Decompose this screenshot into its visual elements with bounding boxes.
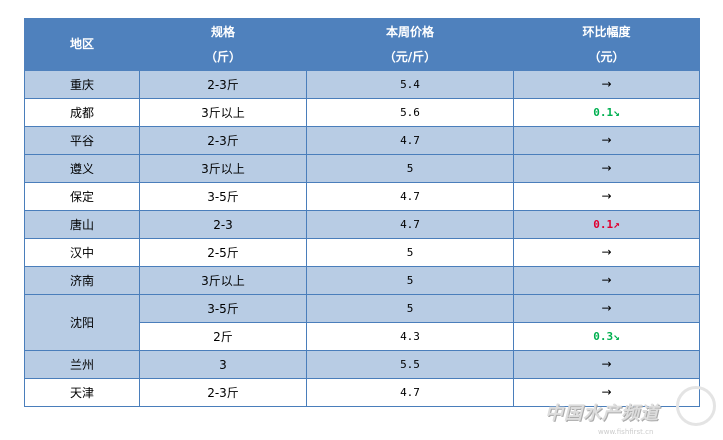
arrow-right-icon: → <box>601 189 612 203</box>
cell-change: 0.1↘ <box>513 98 700 127</box>
header-change: 环比幅度 （元） <box>513 18 700 71</box>
header-region: 地区 <box>24 18 140 71</box>
cell-region: 沈阳 <box>24 294 140 351</box>
cell-region: 唐山 <box>24 210 140 239</box>
table-row: 天津 2-3斤 4.7 → <box>24 378 700 407</box>
header-price-title: 本周价格 <box>385 24 434 39</box>
cell-change: → <box>513 126 700 155</box>
header-price: 本周价格 （元/斤） <box>306 18 514 71</box>
header-change-unit: （元） <box>588 49 625 64</box>
cell-price: 5.4 <box>306 70 514 99</box>
cell-price: 4.7 <box>306 126 514 155</box>
arrow-right-icon: → <box>601 301 612 315</box>
cell-change: → <box>513 350 700 379</box>
cell-spec: 3斤以上 <box>139 154 307 183</box>
cell-region: 重庆 <box>24 70 140 99</box>
header-spec-title: 规格 <box>210 24 235 39</box>
change-value: 0.1 <box>593 106 614 119</box>
arrow-right-icon: → <box>601 357 612 371</box>
table-row: 兰州 3 5.5 → <box>24 350 700 379</box>
arrow-right-icon: → <box>601 77 612 91</box>
cell-change: → <box>513 70 700 99</box>
arrow-right-icon: → <box>601 273 612 287</box>
cell-spec: 2-3斤 <box>139 70 307 99</box>
header-spec-unit: （斤） <box>204 49 241 64</box>
cell-region: 成都 <box>24 98 140 127</box>
table-row: 2斤 4.3 0.3↘ <box>25 322 700 351</box>
arrow-up-right-icon: ↗ <box>613 218 620 231</box>
cell-price: 5 <box>306 238 514 267</box>
table-row: 遵义 3斤以上 5 → <box>24 154 700 183</box>
cell-price: 4.7 <box>306 182 514 211</box>
cell-spec: 3-5斤 <box>139 182 307 211</box>
cell-spec: 3斤以上 <box>139 98 307 127</box>
cell-spec: 2-3斤 <box>139 378 307 407</box>
header-price-unit: （元/斤） <box>383 49 437 64</box>
cell-change: 0.3↘ <box>513 322 700 351</box>
cell-spec: 2斤 <box>139 322 307 351</box>
cell-price: 5 <box>306 266 514 295</box>
arrow-right-icon: → <box>601 385 612 399</box>
cell-spec: 3斤以上 <box>139 266 307 295</box>
price-table: 地区 规格 （斤） 本周价格 （元/斤） 环比幅度 （元） 重庆 2-3斤 5.4 → 成都 3… <box>24 18 700 407</box>
cell-change: → <box>513 182 700 211</box>
cell-spec: 2-3 <box>139 210 307 239</box>
cell-price: 5.6 <box>306 98 514 127</box>
cell-price: 4.3 <box>306 322 514 351</box>
cell-region: 遵义 <box>24 154 140 183</box>
cell-change: 0.1↗ <box>513 210 700 239</box>
cell-price: 4.7 <box>306 378 514 407</box>
cell-change: → <box>513 238 700 267</box>
cell-price: 4.7 <box>306 210 514 239</box>
arrow-down-right-icon: ↘ <box>613 106 620 119</box>
change-value: 0.1 <box>593 218 614 231</box>
header-change-title: 环比幅度 <box>582 24 631 39</box>
table-row: 汉中 2-5斤 5 → <box>24 238 700 267</box>
cell-region: 天津 <box>24 378 140 407</box>
cell-spec: 3-5斤 <box>139 294 307 323</box>
arrow-right-icon: → <box>601 161 612 175</box>
change-value: 0.3 <box>593 330 614 343</box>
cell-price: 5.5 <box>306 350 514 379</box>
table-row: 唐山 2-3 4.7 0.1↗ <box>24 210 700 239</box>
table-row: 沈阳 3-5斤 5 → <box>24 294 700 351</box>
cell-region: 保定 <box>24 182 140 211</box>
cell-spec: 3 <box>139 350 307 379</box>
watermark-url: www.fishfirst.cn <box>598 428 654 436</box>
cell-spec: 2-5斤 <box>139 238 307 267</box>
cell-change: → <box>513 266 700 295</box>
table-row: 重庆 2-3斤 5.4 → <box>24 70 700 99</box>
cell-change: → <box>513 378 700 407</box>
cell-price: 5 <box>306 294 514 323</box>
cell-region: 汉中 <box>24 238 140 267</box>
cell-change: → <box>513 154 700 183</box>
cell-region: 济南 <box>24 266 140 295</box>
table-row: 保定 3-5斤 4.7 → <box>24 182 700 211</box>
arrow-down-right-icon: ↘ <box>613 330 620 343</box>
arrow-right-icon: → <box>601 133 612 147</box>
cell-price: 5 <box>306 154 514 183</box>
table-row: 平谷 2-3斤 4.7 → <box>24 126 700 155</box>
table-row: 成都 3斤以上 5.6 0.1↘ <box>24 98 700 127</box>
cell-region: 平谷 <box>24 126 140 155</box>
watermark: 中国水产频道 <box>545 403 659 424</box>
globe-logo-icon <box>676 386 716 426</box>
table-row: 济南 3斤以上 5 → <box>24 266 700 295</box>
arrow-right-icon: → <box>601 245 612 259</box>
header-spec: 规格 （斤） <box>139 18 307 71</box>
cell-change: → <box>513 294 700 323</box>
cell-spec: 2-3斤 <box>139 126 307 155</box>
cell-region: 兰州 <box>24 350 140 379</box>
